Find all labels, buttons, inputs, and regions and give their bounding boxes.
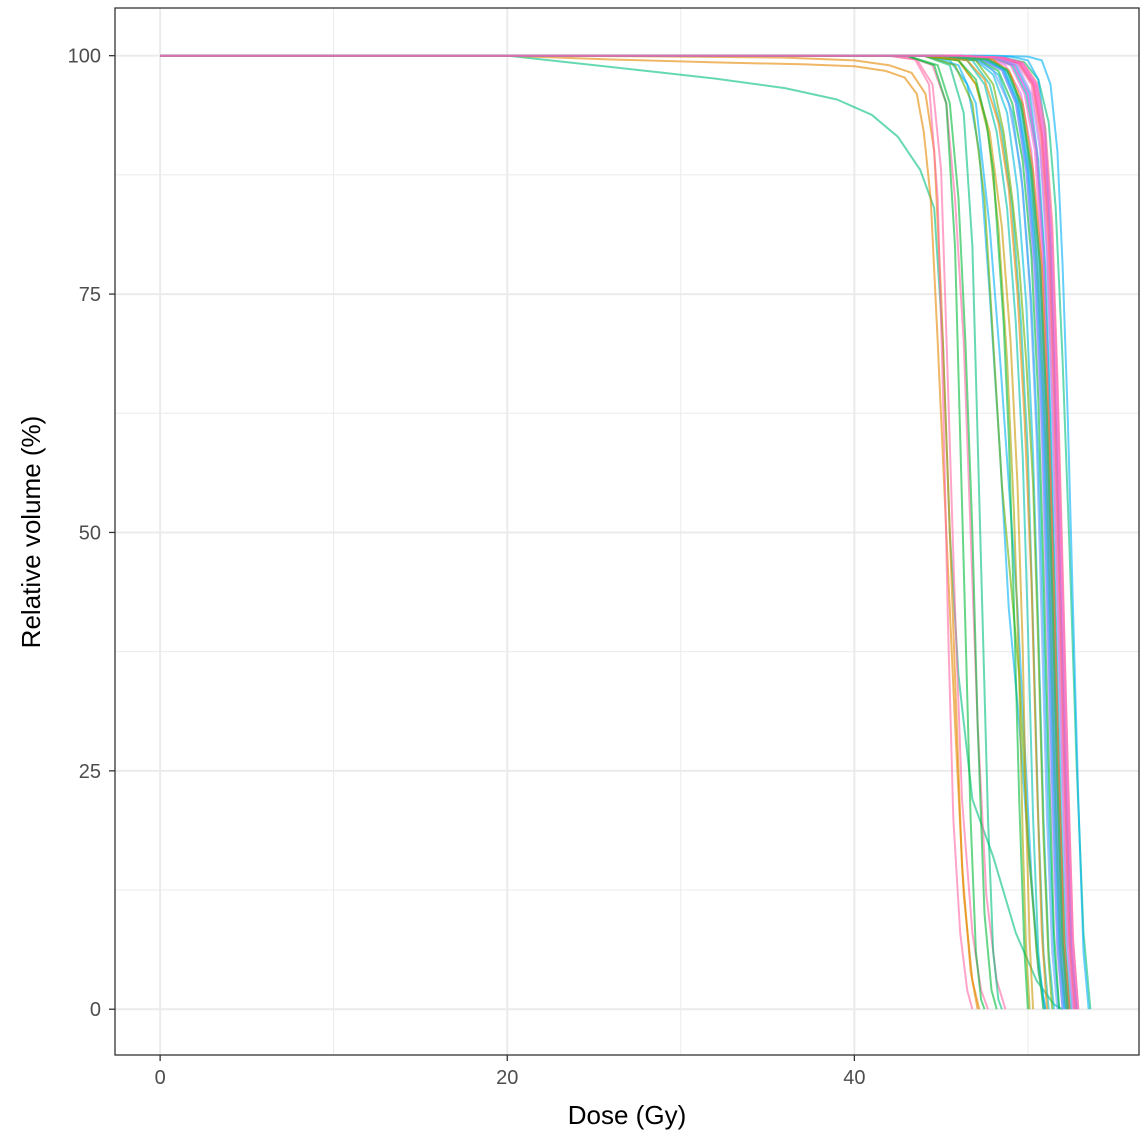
x-axis-title: Dose (Gy) xyxy=(568,1100,686,1130)
series-line-12 xyxy=(160,54,1045,1010)
y-tick-label: 75 xyxy=(79,284,101,306)
series-line-48 xyxy=(160,54,1069,1010)
series-line-31 xyxy=(160,54,1054,1010)
series-line-50 xyxy=(160,54,1080,1010)
x-tick-label: 40 xyxy=(843,1067,865,1089)
x-axis-ticks: 0 20 40 xyxy=(155,1055,865,1089)
series-line-29 xyxy=(160,54,1090,1010)
panel-border xyxy=(114,7,1140,1056)
y-axis-title: Relative volume (%) xyxy=(16,416,46,649)
series-line-8 xyxy=(160,54,998,1010)
series-line-1 xyxy=(160,54,1064,1011)
series-lines xyxy=(160,54,1092,1011)
series-line-9 xyxy=(160,54,1003,1010)
y-tick-label: 25 xyxy=(79,761,101,783)
series-line-33 xyxy=(160,54,1048,1010)
y-tick-label: 50 xyxy=(79,522,101,544)
y-tick-label: 100 xyxy=(68,46,101,68)
y-axis-ticks: 0 25 50 75 100 xyxy=(68,46,115,1021)
series-line-3 xyxy=(160,54,979,1010)
x-tick-label: 0 xyxy=(155,1067,166,1089)
x-tick-label: 20 xyxy=(496,1067,518,1089)
y-tick-label: 0 xyxy=(90,999,101,1021)
